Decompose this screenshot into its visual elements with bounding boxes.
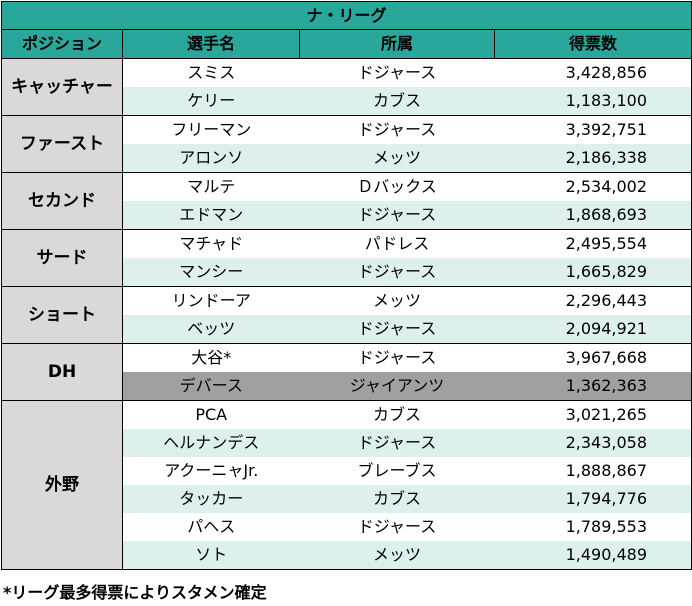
- table-title: ナ・リーグ: [0, 1, 692, 30]
- player-cell: マルテ: [122, 172, 300, 201]
- player-cell: 大谷*: [122, 343, 300, 372]
- player-cell: マンシー: [122, 258, 300, 287]
- team-cell: メッツ: [299, 286, 495, 315]
- table-row: エドマン ドジャース 1,868,693: [2, 201, 692, 230]
- table-row: マンシー ドジャース 1,665,829: [2, 258, 692, 287]
- votes-cell: 1,789,553: [494, 513, 692, 541]
- footnote: *リーグ最多得票によりスタメン確定: [3, 583, 267, 602]
- table-row: ヘルナンデス ドジャース 2,343,058: [2, 429, 692, 457]
- position-cell: キャッチャー: [1, 58, 123, 116]
- team-cell: メッツ: [299, 144, 495, 173]
- table-row: アクーニャJr. ブレーブス 1,888,867: [2, 457, 692, 485]
- votes-cell: 1,183,100: [494, 87, 692, 116]
- table-row: ファースト フリーマン ドジャース 3,392,751: [1, 115, 692, 173]
- table-row: ショート リンドーア メッツ 2,296,443: [1, 286, 692, 344]
- votes-cell: 3,428,856: [494, 58, 692, 87]
- column-header-row: ポジション 選手名 所属 得票数: [1, 29, 692, 59]
- team-cell: ドジャース: [299, 315, 495, 344]
- position-cell: 外野: [1, 400, 123, 570]
- table-row: ケリー カブス 1,183,100: [2, 87, 692, 116]
- team-cell: ドジャース: [299, 258, 495, 287]
- player-cell: リンドーア: [122, 286, 300, 315]
- table-row: アロンソ メッツ 2,186,338: [2, 144, 692, 173]
- position-cell: DH: [1, 343, 123, 401]
- player-cell: パヘス: [122, 513, 300, 541]
- player-cell: アロンソ: [122, 144, 300, 173]
- table-row: キャッチャー スミス ドジャース 3,428,856: [1, 58, 692, 116]
- votes-cell: 1,794,776: [494, 485, 692, 513]
- table-row: セカンド マルテ Ｄバックス 2,534,002: [1, 172, 692, 230]
- table-row: 外野 PCA カブス 3,021,265: [1, 400, 692, 570]
- position-cell: ファースト: [1, 115, 123, 173]
- player-cell: ヘルナンデス: [122, 429, 300, 457]
- table-row: パヘス ドジャース 1,789,553: [2, 513, 692, 541]
- player-cell: デバース: [122, 372, 300, 401]
- team-cell: ドジャース: [299, 429, 495, 457]
- votes-cell: 2,534,002: [494, 172, 692, 201]
- table-row-highlighted: デバース ジャイアンツ 1,362,363: [2, 372, 692, 401]
- column-header-votes: 得票数: [493, 29, 692, 59]
- player-cell: ケリー: [122, 87, 300, 116]
- team-cell: メッツ: [299, 541, 495, 570]
- table-row: サード マチャド パドレス 2,495,554: [1, 229, 692, 287]
- votes-cell: 2,094,921: [494, 315, 692, 344]
- table-row: DH 大谷* ドジャース 3,967,668: [1, 343, 692, 401]
- votes-cell: 3,967,668: [494, 343, 692, 372]
- player-cell: エドマン: [122, 201, 300, 230]
- player-cell: ソト: [122, 541, 300, 570]
- votes-cell: 1,490,489: [494, 541, 692, 570]
- team-cell: ドジャース: [299, 58, 495, 87]
- column-header-position: ポジション: [1, 29, 123, 59]
- table-banner-row: ナ・リーグ: [0, 1, 692, 30]
- votes-cell: 3,392,751: [494, 115, 692, 144]
- team-cell: ドジャース: [299, 513, 495, 541]
- player-cell: フリーマン: [122, 115, 300, 144]
- player-cell: アクーニャJr.: [122, 457, 300, 485]
- position-cell: ショート: [1, 286, 123, 344]
- player-cell: ベッツ: [122, 315, 300, 344]
- votes-cell: 2,296,443: [494, 286, 692, 315]
- table-row: タッカー カブス 1,794,776: [2, 485, 692, 513]
- position-cell: サード: [1, 229, 123, 287]
- column-header-team: 所属: [299, 29, 495, 59]
- team-cell: パドレス: [299, 229, 495, 258]
- team-cell: ドジャース: [299, 201, 495, 230]
- player-cell: PCA: [122, 400, 300, 429]
- team-cell: ドジャース: [299, 343, 495, 372]
- all-star-vote-table: ナ・リーグ ポジション 選手名 所属 得票数 キャッチャー スミス ドジャース …: [0, 1, 692, 570]
- table-row: ソト メッツ 1,490,489: [2, 541, 692, 570]
- column-header-player: 選手名: [122, 29, 300, 59]
- team-cell: カブス: [299, 400, 495, 429]
- team-cell: カブス: [299, 87, 495, 116]
- team-cell: ブレーブス: [299, 457, 495, 485]
- player-cell: スミス: [122, 58, 300, 87]
- votes-cell: 1,888,867: [494, 457, 692, 485]
- team-cell: カブス: [299, 485, 495, 513]
- position-cell: セカンド: [1, 172, 123, 230]
- votes-cell: 3,021,265: [494, 400, 692, 429]
- votes-cell: 2,186,338: [494, 144, 692, 173]
- table-row: ベッツ ドジャース 2,094,921: [2, 315, 692, 344]
- votes-cell: 1,362,363: [494, 372, 692, 401]
- team-cell: ジャイアンツ: [299, 372, 495, 401]
- team-cell: ドジャース: [299, 115, 495, 144]
- player-cell: マチャド: [122, 229, 300, 258]
- votes-cell: 1,665,829: [494, 258, 692, 287]
- votes-cell: 1,868,693: [494, 201, 692, 230]
- player-cell: タッカー: [122, 485, 300, 513]
- team-cell: Ｄバックス: [299, 172, 495, 201]
- votes-cell: 2,343,058: [494, 429, 692, 457]
- votes-cell: 2,495,554: [494, 229, 692, 258]
